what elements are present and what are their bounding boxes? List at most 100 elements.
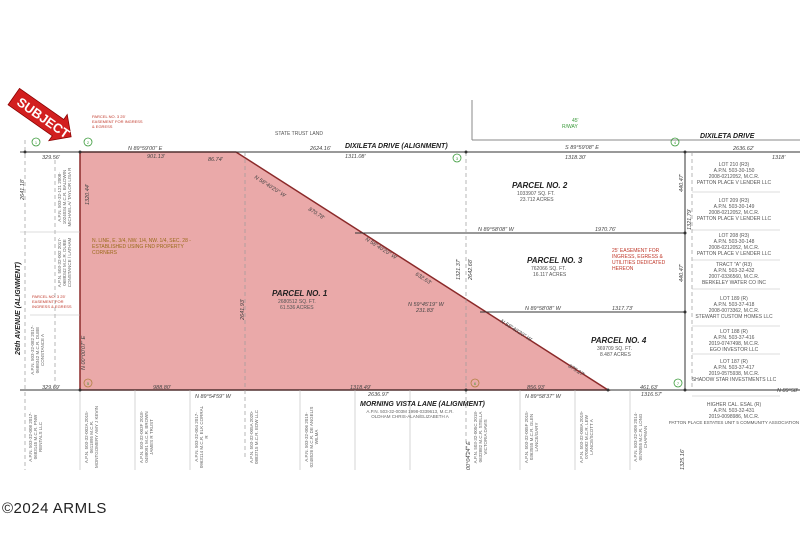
parcel-name: PARCEL NO. 1 (272, 289, 328, 298)
svg-text:PATTON PLACE V LENDER LLC: PATTON PLACE V LENDER LLC (697, 216, 772, 222)
dimension-label: 2641.93' (240, 298, 246, 321)
parcel-name: PARCEL NO. 3 (527, 256, 583, 265)
lot-label: LOT 187 (R)A.P.N. 503-37-4172019-0575938… (692, 359, 777, 383)
dimension-label: N 59°45'19" W (408, 302, 445, 308)
dimension-label: R/WAY (562, 124, 578, 130)
lot-label: A.P.N. 503-32-003F 2018-0498091 M.C.R. B… (139, 410, 154, 464)
svg-text:A.P.N. 503-37-418: A.P.N. 503-37-418 (714, 302, 755, 308)
svg-text:LOT 210 (R3): LOT 210 (R3) (719, 162, 750, 168)
dimension-label: 1317.73' (612, 306, 634, 312)
svg-text:2007-0336560, M.C.R.: 2007-0336560, M.C.R. (709, 274, 760, 280)
road-label-26th-avenue: 26th AVENUE (ALIGNMENT) (15, 261, 22, 356)
dimension-label: N 89°58' (777, 388, 799, 394)
dimension-label: 231.83' (415, 308, 435, 314)
dimension-label: S 89°59'08" E (565, 145, 599, 151)
marker-label: 2 (87, 140, 90, 145)
svg-text:A.P.N. 503-37-416: A.P.N. 503-37-416 (714, 335, 755, 341)
dimension-label: N 89°58'08" W (525, 306, 562, 312)
lot-label: A.P.N. 503-32-004 2017-0963114 M.C.R. EL… (194, 405, 209, 469)
marker-label: 4 (674, 140, 677, 145)
lot-label: A.P.N. 503-32-002A 2015-0611895 M.C.R. M… (84, 406, 99, 469)
marker-label: 3 (456, 156, 459, 161)
state-trust-land-label: STATE TRUST LAND (275, 131, 323, 137)
parcel-area: 762066 SQ. FT. (531, 266, 566, 272)
lot-label: A.P.N. 503-32-009 2014-0576055 M.C.R. LO… (633, 412, 648, 462)
parcel-name: PARCEL NO. 2 (512, 181, 568, 190)
parcel-area: 2680512 SQ. FT. (278, 299, 316, 305)
marker-label: 6 (474, 381, 477, 386)
marker-label: 1 (35, 140, 38, 145)
subject-label: SUBJECT (14, 94, 72, 141)
dimension-label: 2642.68' (468, 258, 474, 281)
dimension-label: 1311.08' (345, 154, 366, 160)
svg-text:PATTON PLACE V LENDER LLC: PATTON PLACE V LENDER LLC (697, 251, 772, 257)
lot-label: A.P.N. 503-32-005A 2020-0883715 M.C.R. E… (249, 409, 259, 465)
parcel-acres: 16.117 ACRES (533, 272, 567, 278)
lot-label: A.P.N. 503-32-006 2019-0248526 M.C.R. DE… (304, 406, 319, 468)
svg-text:A.P.N. 503-30-148: A.P.N. 503-30-148 (714, 239, 755, 245)
lot-lines (20, 191, 780, 470)
lot-label: LOT 208 (R3)A.P.N. 503-30-1482008-021205… (697, 233, 772, 257)
lot-label: LOT 210 (R3)A.P.N. 503-30-1502008-021205… (697, 162, 772, 186)
svg-text:EGO INVESTOR LLC: EGO INVESTOR LLC (710, 347, 759, 353)
svg-text:2019-0098986, M.C.R.: 2019-0098986, M.C.R. (709, 414, 760, 420)
lot-label: LOT 189 (R)A.P.N. 503-37-4182008-0073362… (695, 296, 773, 320)
svg-text:LOT 187 (R): LOT 187 (R) (720, 359, 748, 365)
dimension-label: N 89°58'37" W (525, 394, 562, 400)
lot-label: HIGHER CAL. ESAL (R)A.P.N. 503-32-431201… (669, 402, 799, 425)
parcel-name: PARCEL NO. 4 (591, 336, 647, 345)
dimension-label: 1320.44' (85, 183, 91, 205)
svg-text:LOT 189 (R): LOT 189 (R) (720, 296, 748, 302)
svg-text:A.P.N. 503-32-431: A.P.N. 503-32-431 (714, 408, 755, 414)
parcel-3-label: PARCEL NO. 3 762066 SQ. FT. 16.117 ACRES (527, 256, 583, 278)
dimension-label: 901.13' (147, 154, 166, 160)
svg-text:2019-0575938, M.C.R.: 2019-0575938, M.C.R. (709, 371, 760, 377)
dimension-label: 329.56' (42, 155, 61, 161)
svg-text:2008-0212052, M.C.R.: 2008-0212052, M.C.R. (709, 210, 760, 216)
corner-note: N. LINE, E. 3/4, NW. 1/4, NW. 1/4, SEC. … (92, 238, 191, 256)
svg-text:PATTON PLACE ESTATES UNIT 5 CO: PATTON PLACE ESTATES UNIT 5 COMMUNITY AS… (669, 420, 799, 425)
svg-text:SHADOW STAR INVESTMENTS LLC: SHADOW STAR INVESTMENTS LLC (692, 377, 777, 383)
road-label-dixileta-alignment: DIXILETA DRIVE (ALIGNMENT) (345, 143, 448, 150)
lot-label: A.P.N. 503-32-005C 2018-0632882 M.C.R. S… (473, 410, 488, 464)
dimension-label: 856.93' (527, 385, 546, 391)
svg-text:LOT 188 (R): LOT 188 (R) (720, 329, 748, 335)
dimension-label: N 89°58'08" W (478, 227, 515, 233)
dimension-label: 1318.49' (350, 385, 372, 391)
svg-text:BERKELEY WATER CO INC: BERKELEY WATER CO INC (702, 280, 766, 286)
dimension-label: 461.63' (640, 385, 659, 391)
lot-label: LOT 188 (R)A.P.N. 503-37-4162019-0747498… (709, 329, 760, 353)
svg-text:A.P.N. 503-32-432: A.P.N. 503-32-432 (714, 268, 755, 274)
lot-label: A.P.N. 503-32-008 2017-0683145 M.C.R. PN… (28, 412, 43, 462)
dimension-label: 988.80' (153, 385, 172, 391)
svg-text:2008-0073362, M.C.R.: 2008-0073362, M.C.R. (709, 308, 760, 314)
marker-label: 5 (87, 381, 90, 386)
bottom-lots: A.P.N. 503-32-008 2017-0683145 M.C.R. PN… (28, 405, 648, 469)
dimension-label: 440.47' (679, 173, 685, 192)
parcel-acres: 23.712 ACRES (520, 197, 554, 203)
parcel-area: 369709 SQ. FT. (597, 346, 632, 352)
svg-text:A.P.N. 503-37-417: A.P.N. 503-37-417 (714, 365, 755, 371)
dimension-label: N 89°54'59" W (195, 394, 232, 400)
dimension-label: 00°04'24" E (466, 441, 472, 470)
lot-label: A.P.N. 503-32-082 2017-0688342 M.C.R. DU… (30, 325, 45, 375)
parcel-acres: 61.536 ACRES (280, 305, 314, 311)
parcel-4-label: PARCEL NO. 4 369709 SQ. FT. 8.487 ACRES (591, 336, 647, 358)
dimension-label: 1970.76' (595, 227, 617, 233)
parcel-area: 1033907 SQ. FT. (517, 191, 555, 197)
lot-label: A.P.N. 503-32-003M 1998-0339613, M.C.R. … (366, 409, 454, 419)
easement-note: 25' EASEMENT FOR INGRESS, EGRESS & UTILI… (612, 248, 666, 272)
dimension-label: 1318.30' (565, 155, 587, 161)
lot-label: A.P.N. 503-32-121 2008-1024034 M.C.R. BA… (57, 167, 72, 227)
dimension-label: 2624.16' (309, 146, 332, 152)
right-lots: LOT 210 (R3)A.P.N. 503-30-1502008-021205… (669, 162, 799, 425)
lot-label: A.P.N. 503-32-005F 2015-0363555 M.C.R. G… (524, 410, 539, 464)
left-lots: A.P.N. 503-32-121 2008-1024034 M.C.R. BA… (30, 167, 72, 375)
lot-label: TRACT "A" (R3)A.P.N. 503-32-4322007-0336… (702, 262, 766, 286)
dimension-label: 2636.97' (367, 392, 390, 398)
svg-text:LOT 208 (R3): LOT 208 (R3) (719, 233, 750, 239)
survey-markers (31, 137, 683, 388)
dimension-label: 1321.79' (687, 208, 693, 230)
dimension-label: 1321.37' (456, 258, 462, 280)
